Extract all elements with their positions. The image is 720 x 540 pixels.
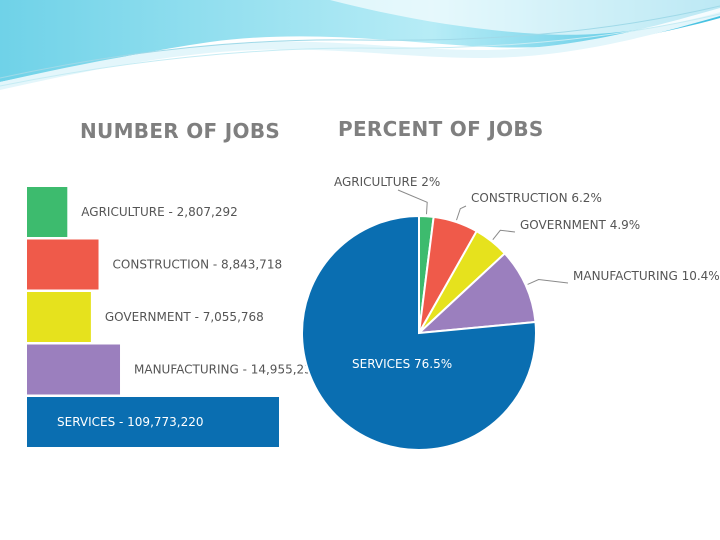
bar-label-government: GOVERNMENT - 7,055,768	[105, 310, 264, 324]
bar-services	[27, 397, 279, 447]
bar-manufacturing	[27, 344, 121, 395]
pie-label-manufacturing: MANUFACTURING 10.4%	[573, 269, 720, 283]
bar-government	[27, 292, 91, 342]
bar-construction	[27, 239, 99, 290]
header-wave-decoration	[0, 0, 720, 90]
pie-leader-line-manufacturing	[527, 278, 569, 285]
pie-leader-line-construction	[456, 205, 467, 221]
pie-chart-title: PERCENT OF JOBS	[338, 117, 544, 141]
bar-chart-title: NUMBER OF JOBS	[80, 119, 280, 143]
pie-label-construction: CONSTRUCTION 6.2%	[471, 191, 602, 205]
pie-leader-line-agriculture	[397, 189, 428, 215]
pie-leader-line-government	[492, 229, 516, 241]
bar-label-manufacturing: MANUFACTURING - 14,955,235	[134, 363, 319, 377]
pie-chart: PERCENT OF JOBS AGRICULTURE 2% CONSTRUCTI…	[301, 117, 720, 451]
pie-label-services: SERVICES 76.5%	[352, 357, 452, 371]
bar-label-agriculture: AGRICULTURE - 2,807,292	[81, 205, 237, 219]
pie-slice-manufacturing	[416, 252, 537, 335]
pie-slice-services	[301, 214, 537, 451]
bar-series: AGRICULTURE - 2,807,292 CONSTRUCTION - 8,…	[27, 187, 319, 447]
bar-label-construction: CONSTRUCTION - 8,843,718	[113, 258, 283, 272]
bar-chart: NUMBER OF JOBS AGRICULTURE - 2,807,292 CO…	[27, 119, 319, 447]
pie-series: AGRICULTURE 2% CONSTRUCTION 6.2% GOVERNMEN…	[301, 175, 720, 451]
pie-label-agriculture: AGRICULTURE 2%	[334, 175, 440, 189]
pie-label-government: GOVERNMENT 4.9%	[520, 218, 640, 232]
bar-agriculture	[27, 187, 68, 237]
bar-label-services: SERVICES - 109,773,220	[57, 415, 204, 429]
